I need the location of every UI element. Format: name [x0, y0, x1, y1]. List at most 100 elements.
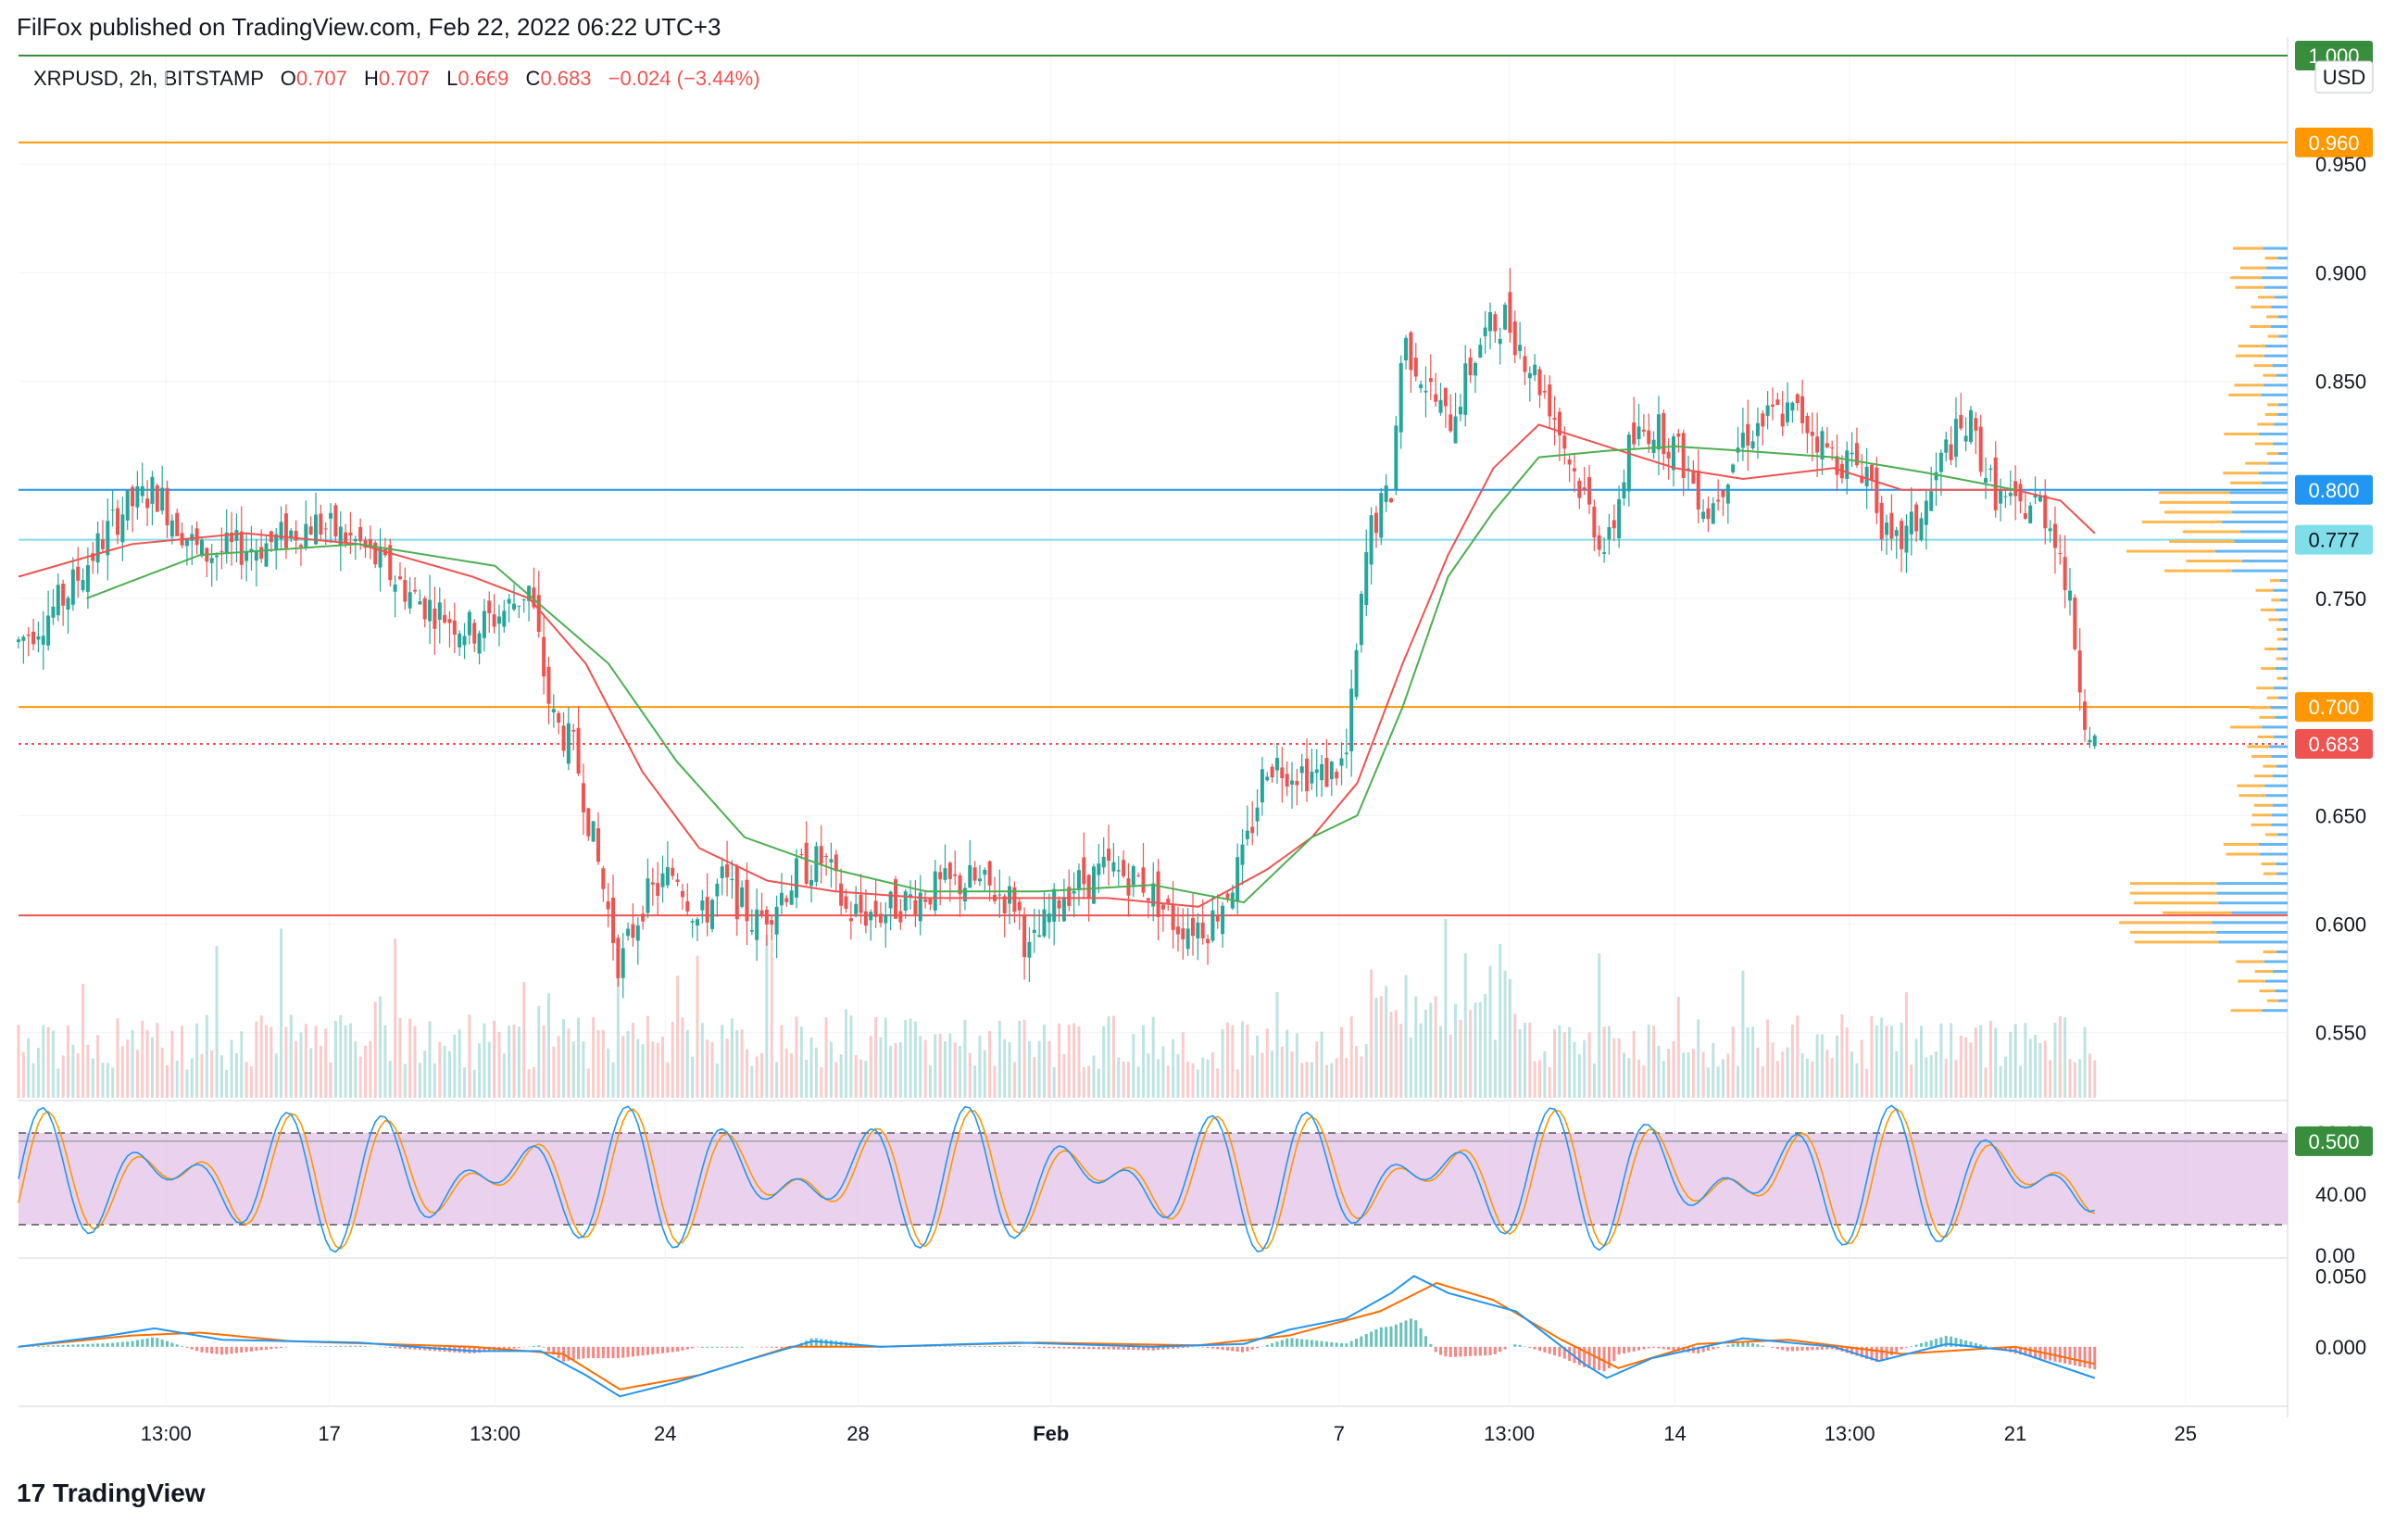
price-tag[interactable]: 0.960 — [2295, 127, 2373, 157]
profile-bar — [2238, 345, 2265, 348]
macd-histogram-bar — [71, 1344, 75, 1347]
macd-histogram-bar — [1751, 1343, 1755, 1347]
macd-histogram-bar — [1265, 1344, 1269, 1347]
candle-body — [1493, 314, 1498, 332]
price-tag[interactable]: 0.683 — [2295, 728, 2373, 759]
volume-bar — [1935, 1051, 1938, 1098]
profile-bar — [2277, 696, 2288, 699]
macd-histogram-bar — [1950, 1336, 1953, 1347]
candle-body — [576, 727, 581, 774]
candle-body — [150, 476, 155, 504]
candle-body — [1721, 490, 1725, 497]
volume-bar — [383, 1025, 387, 1098]
time-axis-label: 14 — [1663, 1422, 1686, 1445]
profile-bar — [2268, 461, 2288, 465]
price-tag[interactable]: 0.777 — [2295, 524, 2373, 555]
candle-body — [1002, 896, 1007, 913]
candle-body — [131, 486, 135, 507]
macd-histogram-bar — [1904, 1346, 1908, 1348]
volume-bar — [1151, 1016, 1155, 1098]
legend-low-label: L — [446, 67, 458, 90]
volume-bar — [2088, 1053, 2091, 1098]
volume-bar — [1712, 1042, 1715, 1098]
candle-body — [259, 547, 264, 560]
candle-body — [26, 634, 31, 636]
tradingview-brand[interactable]: 17 TradingView — [17, 1479, 206, 1508]
volume-bar — [502, 1053, 506, 1098]
macd-histogram-bar — [131, 1340, 134, 1347]
price-tag[interactable]: 0.500 — [2295, 1126, 2373, 1156]
volume-bar — [542, 1025, 546, 1098]
candle-body — [1394, 425, 1398, 490]
candle-body — [680, 890, 684, 898]
volume-bar — [1775, 1061, 1779, 1098]
volume-bar — [1092, 1055, 1096, 1098]
profile-bar — [2271, 598, 2281, 602]
volume-bar — [512, 1024, 516, 1098]
price-tag-label: 0.500 — [2308, 1130, 2359, 1153]
candle-body — [1443, 387, 1448, 407]
volume-bar — [1087, 1065, 1091, 1098]
macd-histogram-bar — [358, 1345, 362, 1347]
candle-body — [1761, 413, 1765, 427]
profile-bar — [2275, 608, 2288, 611]
profile-bar — [2264, 345, 2288, 348]
candle-body — [1200, 922, 1205, 938]
candle-body — [611, 897, 616, 944]
time-axis-label: 28 — [847, 1422, 869, 1445]
macd-histogram-bar — [408, 1346, 412, 1350]
candle-body — [542, 636, 546, 677]
profile-bar — [2251, 813, 2272, 817]
volume-bar — [859, 1059, 863, 1098]
volume-bar — [135, 1050, 139, 1098]
volume-bar — [790, 1053, 794, 1098]
legend-open-label: O — [280, 67, 296, 90]
volume-bar — [1340, 1026, 1344, 1098]
volume-bar — [1701, 1051, 1705, 1098]
macd-histogram-bar — [557, 1346, 560, 1359]
volume-bar — [1324, 1064, 1328, 1098]
macd-histogram-bar — [2073, 1346, 2076, 1366]
macd-histogram-bar — [1349, 1340, 1353, 1347]
volume-bar — [67, 1025, 70, 1098]
currency-label[interactable]: USD — [2314, 60, 2374, 94]
volume-bar — [760, 1053, 764, 1098]
candle-body — [1122, 860, 1126, 876]
candle-body — [1602, 552, 1607, 554]
legend-close-value: 0.683 — [540, 67, 592, 90]
candle-body — [125, 489, 130, 521]
macd-histogram-bar — [280, 1346, 283, 1349]
candle-body — [1299, 766, 1304, 774]
profile-bar — [2255, 588, 2274, 592]
volume-bar — [1275, 991, 1279, 1098]
volume-bar — [710, 1042, 714, 1098]
profile-bar — [2235, 285, 2264, 289]
candle-body — [1914, 504, 1919, 532]
profile-bar — [2251, 823, 2272, 826]
profile-bar — [2262, 1009, 2288, 1013]
volume-bar — [225, 1069, 229, 1098]
candle-body — [1116, 870, 1121, 872]
candle-body — [943, 868, 947, 880]
candle-body — [1800, 396, 1805, 423]
price-tag[interactable]: 0.800 — [2295, 474, 2373, 505]
macd-histogram-bar — [1602, 1346, 1606, 1372]
macd-histogram-bar — [681, 1346, 684, 1351]
candle-body — [289, 530, 294, 538]
candle-body — [428, 599, 433, 622]
profile-bar — [2280, 598, 2288, 602]
candle-body — [903, 891, 908, 911]
symbol-legend: XRPUSD, 2h, BITSTAMP O0.707 H0.707 L0.66… — [33, 67, 760, 91]
profile-bar — [2263, 950, 2277, 953]
macd-histogram-bar — [284, 1346, 288, 1348]
candle-body — [601, 868, 606, 889]
candle-body — [184, 539, 189, 547]
macd-histogram-bar — [1469, 1346, 1473, 1356]
macd-histogram-bar — [1939, 1337, 1943, 1347]
macd-histogram-bar — [126, 1341, 130, 1347]
candle-body — [794, 858, 798, 898]
candle-body — [1835, 456, 1839, 475]
price-tag[interactable]: 0.700 — [2295, 692, 2373, 723]
candle-body — [413, 589, 418, 592]
